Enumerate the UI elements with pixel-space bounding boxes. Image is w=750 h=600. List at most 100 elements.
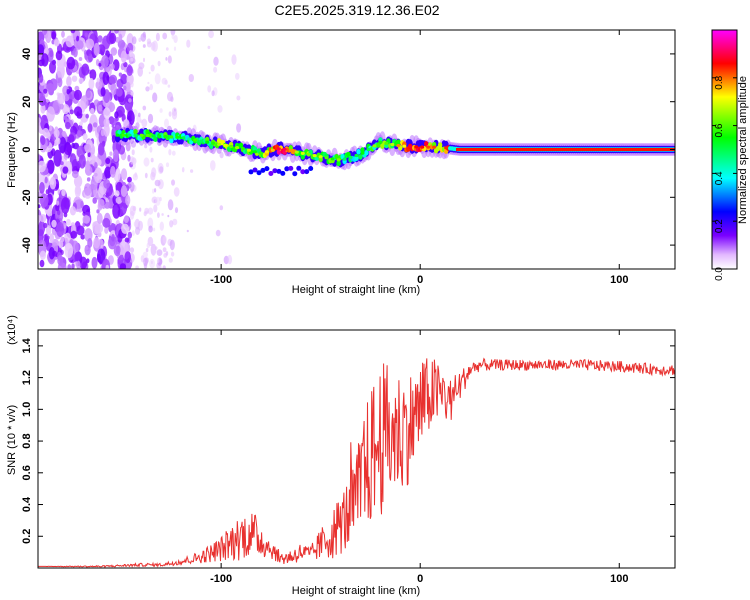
noise-speckle: [109, 32, 117, 45]
noise-speckle: [74, 184, 81, 198]
snr-frame: [37, 329, 676, 569]
noise-speckle: [123, 61, 128, 68]
ridge-peak: [253, 150, 257, 154]
noise-speckle: [101, 55, 109, 69]
ridge-peak: [306, 152, 311, 157]
noise-speckle: [207, 85, 212, 93]
ridge-peak: [312, 154, 317, 158]
noise-speckle: [61, 130, 67, 137]
noise-speckle: [154, 188, 157, 193]
y-tick-label: 40: [21, 48, 33, 60]
noise-speckle: [148, 225, 153, 233]
ridge-lobe: [260, 167, 266, 173]
noise-speckle: [73, 106, 83, 117]
ridge-lobe: [296, 165, 302, 171]
noise-speckle: [139, 207, 142, 212]
noise-speckle: [231, 54, 237, 65]
noise-speckle: [42, 127, 50, 137]
heatmap-marks: [38, 30, 675, 269]
noise-speckle: [84, 32, 89, 38]
ridge-mid: [396, 139, 401, 145]
noise-speckle: [40, 136, 46, 146]
noise-speckle: [56, 200, 60, 206]
noise-speckle: [236, 95, 241, 101]
noise-speckle: [111, 135, 116, 143]
noise-speckle: [144, 144, 148, 149]
x-tick-label: 0: [417, 573, 423, 585]
ridge-core: [456, 148, 675, 151]
noise-speckle: [120, 185, 128, 197]
noise-speckle: [127, 98, 132, 103]
noise-speckle: [53, 129, 60, 138]
noise-speckle: [131, 36, 137, 45]
ridge-peak: [276, 147, 281, 151]
ridge-peak: [169, 135, 174, 139]
ridge-mid: [209, 143, 214, 150]
colorbar-label: Normalized spectral amplitude: [737, 76, 749, 224]
noise-speckle: [151, 167, 157, 178]
noise-speckle: [68, 134, 75, 143]
noise-speckle: [57, 77, 63, 88]
noise-speckle: [92, 122, 98, 128]
ridge-peak: [402, 144, 407, 148]
noise-speckle: [148, 71, 151, 75]
ridge-peak: [414, 145, 419, 149]
noise-speckle: [186, 39, 191, 48]
ridge-lobe: [252, 167, 258, 173]
noise-speckle: [211, 90, 215, 97]
ridge-peak: [175, 135, 180, 139]
noise-speckle: [112, 48, 116, 53]
colorbar-tick-label: 0.6: [714, 123, 725, 137]
noise-speckle: [93, 237, 101, 249]
ridge-peak: [354, 153, 359, 158]
y-tick-label: 20: [21, 96, 33, 108]
noise-speckle: [43, 88, 48, 94]
noise-speckle: [131, 149, 135, 156]
snr-y-scale-label: (x10⁴): [6, 315, 18, 345]
noise-speckle: [103, 123, 110, 137]
ridge-lobe: [280, 170, 286, 176]
noise-speckle: [42, 222, 48, 229]
noise-speckle: [145, 248, 149, 253]
noise-speckle: [129, 205, 136, 217]
noise-speckle: [170, 251, 175, 257]
ridge-mid: [238, 142, 244, 149]
noise-speckle: [85, 113, 89, 119]
ridge-mid: [424, 141, 429, 147]
noise-speckle: [103, 201, 111, 209]
noise-speckle: [210, 160, 216, 171]
noise-speckle: [96, 77, 100, 83]
noise-speckle: [217, 105, 223, 113]
x-tick-label: 100: [610, 274, 628, 286]
noise-speckle: [141, 118, 148, 128]
ridge-peak: [396, 144, 401, 148]
noise-speckle: [104, 226, 109, 234]
noise-speckle: [142, 251, 148, 258]
noise-speckle: [39, 250, 47, 260]
noise-speckle: [126, 42, 134, 53]
ridge-peak: [199, 139, 204, 143]
y-tick-label: 1.2: [21, 370, 33, 385]
noise-speckle: [102, 71, 110, 86]
noise-speckle: [76, 35, 80, 42]
ridge-mid: [133, 128, 138, 135]
ridge-peak: [193, 138, 198, 142]
noise-speckle: [130, 156, 135, 165]
noise-speckle: [125, 141, 131, 152]
noise-speckle: [69, 109, 74, 115]
snr-series-line: [38, 357, 675, 568]
ridge-mid: [334, 153, 339, 160]
noise-speckle: [38, 214, 41, 223]
noise-speckle: [53, 149, 62, 167]
x-tick-label: 100: [610, 573, 628, 585]
noise-speckle: [159, 221, 164, 231]
noise-speckle: [55, 137, 61, 145]
noise-speckle: [119, 263, 127, 269]
ridge-lobe: [248, 169, 254, 175]
ridge-peak: [217, 142, 222, 146]
noise-speckle: [155, 196, 161, 206]
noise-speckle: [66, 218, 71, 226]
y-tick-label: 1.0: [21, 402, 33, 417]
noise-speckle: [143, 157, 150, 167]
